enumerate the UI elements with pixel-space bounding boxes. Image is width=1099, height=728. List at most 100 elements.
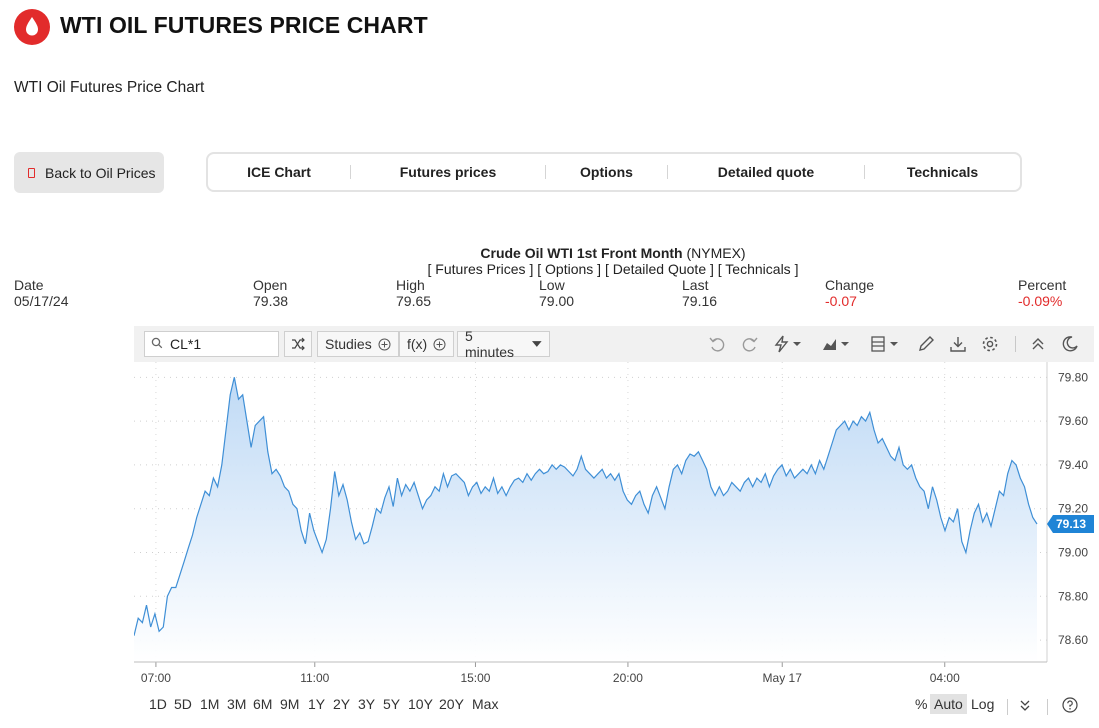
oil-drop-icon: [14, 9, 50, 45]
back-icon: [28, 167, 35, 178]
tab-divider: [350, 165, 351, 179]
link-futures-prices[interactable]: [ Futures Prices ]: [427, 261, 534, 277]
tab-ice-chart[interactable]: ICE Chart: [247, 164, 311, 180]
stat-percent: Percent -0.09%: [1018, 277, 1066, 309]
range-9m[interactable]: 9M: [280, 696, 300, 712]
shuffle-icon: [292, 337, 305, 351]
price-area: [134, 377, 1037, 662]
back-button-label: Back to Oil Prices: [45, 164, 156, 181]
link-detailed-quote[interactable]: [ Detailed Quote ]: [604, 261, 714, 277]
collapse-icon[interactable]: [1028, 334, 1048, 354]
range-max[interactable]: Max: [472, 696, 499, 712]
y-tick-label: 79.60: [1058, 414, 1088, 428]
link-options[interactable]: [ Options ]: [537, 261, 602, 277]
x-tick-label: 07:00: [141, 671, 171, 685]
fx-label: f(x): [407, 336, 428, 352]
plus-circle-icon: [378, 338, 391, 350]
stat-label: Last: [682, 277, 709, 293]
help-icon[interactable]: [1062, 697, 1078, 713]
tab-options[interactable]: Options: [580, 164, 633, 180]
stat-high: High 79.65: [396, 277, 431, 309]
range-5d[interactable]: 5D: [174, 696, 192, 712]
range-1y[interactable]: 1Y: [308, 696, 326, 712]
plus-circle-icon: [433, 338, 446, 350]
lightning-icon[interactable]: [772, 334, 806, 354]
range-6m[interactable]: 6M: [253, 696, 273, 712]
link-technicals[interactable]: [ Technicals ]: [717, 261, 799, 277]
x-tick-label: 11:00: [300, 671, 329, 685]
tab-futures-prices[interactable]: Futures prices: [399, 164, 497, 180]
log-scale-button[interactable]: Log: [971, 696, 995, 712]
interval-label: 5 minutes: [465, 328, 515, 360]
price-chart[interactable]: 79.80 79.60 79.40 79.20 79.00 78.80 78.60 07:0…: [134, 362, 1094, 688]
quote-links: [ Futures Prices ] [ Options ] [ Detaile…: [0, 261, 1099, 277]
tab-detailed-quote[interactable]: Detailed quote: [717, 164, 815, 180]
last-price-tag: 79.13: [1047, 515, 1094, 534]
caret-down-icon: [532, 341, 542, 347]
percent-scale-button[interactable]: %: [915, 696, 928, 712]
stat-label: Open: [253, 277, 288, 293]
stat-value: 79.38: [253, 293, 289, 309]
range-1d[interactable]: 1D: [149, 696, 167, 712]
pencil-icon[interactable]: [916, 334, 936, 354]
stat-value: -0.07: [825, 293, 857, 309]
y-tick-label: 78.60: [1058, 633, 1088, 647]
range-3m[interactable]: 3M: [227, 696, 247, 712]
expand-down-icon[interactable]: [1018, 698, 1032, 712]
range-1m[interactable]: 1M: [200, 696, 220, 712]
tab-technicals[interactable]: Technicals: [906, 164, 979, 180]
toolbar-divider: [1015, 336, 1016, 352]
stat-low: Low 79.00: [539, 277, 574, 309]
interval-dropdown[interactable]: 5 minutes: [457, 328, 550, 360]
stat-value: -0.09%: [1018, 293, 1063, 309]
download-icon[interactable]: [948, 334, 968, 354]
y-tick-label: 79.80: [1058, 370, 1088, 384]
symbol-search-input[interactable]: [144, 331, 279, 357]
compare-symbol-button[interactable]: [284, 331, 312, 357]
chart-toolbar: Studies f(x) 5 minutes: [134, 326, 1094, 362]
stat-value: 79.65: [396, 293, 432, 309]
price-line: [134, 377, 1038, 636]
stat-value: 05/17/24: [14, 293, 69, 309]
scale-divider: [1047, 699, 1048, 715]
undo-icon[interactable]: [707, 334, 727, 354]
stat-value: 79.00: [539, 293, 575, 309]
range-2y[interactable]: 2Y: [333, 696, 351, 712]
scale-divider: [1007, 699, 1008, 715]
dark-mode-icon[interactable]: [1060, 334, 1080, 354]
range-5y[interactable]: 5Y: [383, 696, 401, 712]
stat-label: Percent: [1018, 277, 1067, 293]
stat-label: High: [396, 277, 425, 293]
redo-icon[interactable]: [740, 334, 760, 354]
fx-button[interactable]: f(x): [399, 331, 455, 357]
auto-scale-button[interactable]: Auto: [930, 694, 967, 714]
chart-widget: Studies f(x) 5 minutes: [134, 326, 1094, 720]
chart-type-icon[interactable]: [821, 334, 855, 354]
stat-open: Open 79.38: [253, 277, 288, 309]
studies-label: Studies: [325, 336, 372, 352]
settings-icon[interactable]: [980, 334, 1000, 354]
tab-divider: [667, 165, 668, 179]
stat-change: Change -0.07: [825, 277, 874, 309]
x-tick-label: 20:00: [613, 671, 643, 685]
y-tick-label: 78.80: [1058, 589, 1088, 603]
last-price-label: 79.13: [1056, 517, 1086, 531]
x-tick-label: 04:00: [930, 671, 960, 685]
y-tick-label: 79.20: [1058, 502, 1088, 516]
studies-button[interactable]: Studies: [317, 331, 399, 357]
tab-bar: ICE Chart Futures prices Options Detaile…: [206, 152, 1022, 192]
layout-icon[interactable]: [870, 334, 904, 354]
stat-label: Low: [539, 277, 565, 293]
stat-label: Date: [14, 277, 44, 293]
y-tick-label: 79.40: [1058, 458, 1088, 472]
range-10y[interactable]: 10Y: [408, 696, 433, 712]
page-title: WTI OIL FUTURES PRICE CHART: [60, 12, 428, 38]
instrument-name: Crude Oil WTI 1st Front Month: [480, 245, 683, 261]
range-3y[interactable]: 3Y: [358, 696, 376, 712]
quote-title: Crude Oil WTI 1st Front Month (NYMEX): [0, 245, 1099, 261]
tab-divider: [864, 165, 865, 179]
range-20y[interactable]: 20Y: [439, 696, 464, 712]
back-to-oil-prices-button[interactable]: Back to Oil Prices: [14, 152, 164, 193]
stat-date: Date 05/17/24: [14, 277, 69, 309]
tab-divider: [545, 165, 546, 179]
